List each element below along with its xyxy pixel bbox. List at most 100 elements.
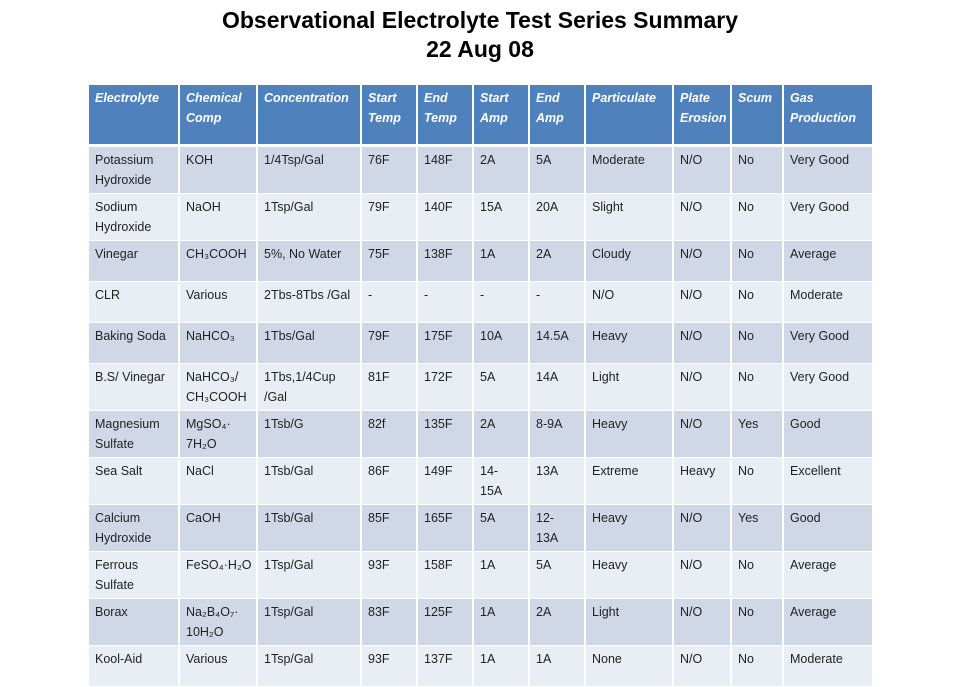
table-cell: 140F (417, 193, 474, 241)
table-cell: 79F (361, 322, 418, 364)
table-cell: N/O (673, 645, 732, 687)
table-cell: N/O (673, 363, 732, 411)
table-cell: Na₂B₄O₇· 10H₂O (179, 598, 258, 646)
table-cell: Average (783, 240, 872, 282)
table-cell: Moderate (585, 145, 674, 194)
table-cell: Borax (89, 598, 180, 646)
column-header: Chemical Comp (179, 85, 258, 147)
table-cell: No (731, 145, 784, 194)
electrolyte-summary-table: Electrolyte Chemical Comp Concentration Sta… (89, 85, 872, 687)
table-cell: 1A (473, 598, 530, 646)
table-cell: 81F (361, 363, 418, 411)
table-cell: 2Tbs-8Tbs /Gal (257, 281, 362, 323)
table-row: CLR Various 2Tbs-8Tbs /Gal - - - - N/O N/O No Mode… (89, 281, 872, 323)
table-cell: Moderate (783, 281, 872, 323)
table-cell: N/O (673, 193, 732, 241)
table-cell: CLR (89, 281, 180, 323)
table-row: Magnesium Sulfate MgSO₄· 7H₂O 1Tsb/G 82f 135… (89, 410, 872, 458)
table-cell: Excellent (783, 457, 872, 505)
column-header: Concentration (257, 85, 362, 147)
table-cell: KOH (179, 145, 258, 194)
table-cell: 15A (473, 193, 530, 241)
header-row: Electrolyte Chemical Comp Concentration Sta… (89, 85, 872, 147)
table-cell: 14.5A (529, 322, 586, 364)
table-cell: FeSO₄·H₂O (179, 551, 258, 599)
table-cell: Very Good (783, 193, 872, 241)
table-cell: - (361, 281, 418, 323)
table-cell: 14- 15A (473, 457, 530, 505)
table-cell: 137F (417, 645, 474, 687)
table-cell: No (731, 281, 784, 323)
slide-title: Observational Electrolyte Test Series Su… (0, 6, 960, 64)
table-cell: 1Tsp/Gal (257, 645, 362, 687)
table-cell: 1Tbs,1/4Cup /Gal (257, 363, 362, 411)
table-cell: 8-9A (529, 410, 586, 458)
table-cell: N/O (673, 322, 732, 364)
table-cell: - (529, 281, 586, 323)
table-cell: No (731, 457, 784, 505)
table-cell: N/O (673, 145, 732, 194)
table-cell: NaHCO₃/ CH₃COOH (179, 363, 258, 411)
table-cell: None (585, 645, 674, 687)
column-header: End Temp (417, 85, 474, 147)
column-header: Start Temp (361, 85, 418, 147)
table-cell: MgSO₄· 7H₂O (179, 410, 258, 458)
table-cell: CH₃COOH (179, 240, 258, 282)
table-cell: 20A (529, 193, 586, 241)
table-cell: Sodium Hydroxide (89, 193, 180, 241)
table-cell: 5A (473, 363, 530, 411)
table-cell: - (417, 281, 474, 323)
table-row: Potassium Hydroxide KOH 1/4Tsp/Gal 76F 148F 2… (89, 145, 872, 194)
table-row: Calcium Hydroxide CaOH 1Tsb/Gal 85F 165F 5A 12… (89, 504, 872, 552)
table-cell: 1Tsb/Gal (257, 457, 362, 505)
table-cell: Slight (585, 193, 674, 241)
table-cell: CaOH (179, 504, 258, 552)
table-cell: Cloudy (585, 240, 674, 282)
table-cell: Good (783, 504, 872, 552)
table-cell: 125F (417, 598, 474, 646)
table-cell: 1Tsb/Gal (257, 504, 362, 552)
table-cell: Average (783, 551, 872, 599)
table-row: Vinegar CH₃COOH 5%, No Water 75F 138F 1A 2A Clo… (89, 240, 872, 282)
table-cell: B.S/ Vinegar (89, 363, 180, 411)
table-cell: 1Tsp/Gal (257, 551, 362, 599)
column-header: End Amp (529, 85, 586, 147)
table-cell: No (731, 363, 784, 411)
table-row: Sodium Hydroxide NaOH 1Tsp/Gal 79F 140F 15A 20… (89, 193, 872, 241)
table-cell: 79F (361, 193, 418, 241)
table-cell: 165F (417, 504, 474, 552)
table-cell: No (731, 645, 784, 687)
table-cell: 135F (417, 410, 474, 458)
table-cell: Various (179, 281, 258, 323)
table-cell: Good (783, 410, 872, 458)
table-cell: 10A (473, 322, 530, 364)
table-cell: 13A (529, 457, 586, 505)
table-cell: N/O (673, 410, 732, 458)
table-cell: Potassium Hydroxide (89, 145, 180, 194)
table-cell: 1A (529, 645, 586, 687)
table-cell: 83F (361, 598, 418, 646)
table-cell: Heavy (673, 457, 732, 505)
table-cell: No (731, 551, 784, 599)
table-cell: 1A (473, 645, 530, 687)
table-cell: Ferrous Sulfate (89, 551, 180, 599)
table-cell: Moderate (783, 645, 872, 687)
table-cell: 86F (361, 457, 418, 505)
table-cell: NaOH (179, 193, 258, 241)
table-cell: 1A (473, 551, 530, 599)
table-cell: 2A (473, 410, 530, 458)
table-cell: N/O (673, 598, 732, 646)
table-cell: 1Tsp/Gal (257, 598, 362, 646)
table-cell: 2A (529, 598, 586, 646)
table-cell: No (731, 240, 784, 282)
table-cell: N/O (585, 281, 674, 323)
table-row: Sea Salt NaCl 1Tsb/Gal 86F 149F 14- 15A 13A Ext… (89, 457, 872, 505)
table-cell: Yes (731, 504, 784, 552)
table-cell: 14A (529, 363, 586, 411)
table-cell: 85F (361, 504, 418, 552)
column-header: Start Amp (473, 85, 530, 147)
column-header: Gas Production (783, 85, 872, 147)
title-line-2: 22 Aug 08 (426, 36, 534, 62)
table-cell: 1Tbs/Gal (257, 322, 362, 364)
table-cell: Heavy (585, 551, 674, 599)
